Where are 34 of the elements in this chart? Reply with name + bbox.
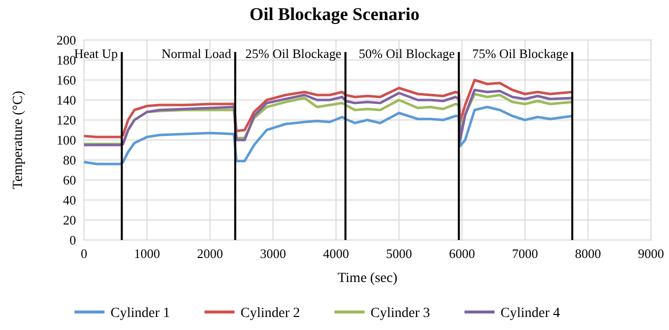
line-series <box>82 106 574 166</box>
y-tick-label: 140 <box>56 92 76 108</box>
x-tick-label: 6000 <box>449 246 475 261</box>
y-tick-label: 40 <box>63 192 76 208</box>
y-tick-label: 0 <box>70 232 76 248</box>
legend-label: Cylinder 2 <box>240 306 300 321</box>
x-tick-label: 9000 <box>638 246 664 261</box>
chart-title: Oil Blockage Scenario <box>250 4 420 24</box>
ref-line-label: 75% Oil Blockage <box>472 46 568 61</box>
x-tick-label: 0 <box>80 246 88 261</box>
ref-line-label: 25% Oil Blockage <box>245 46 342 61</box>
x-tick-label: 7000 <box>512 246 538 261</box>
y-tick-label: 20 <box>63 212 76 228</box>
y-tick-label: 120 <box>56 112 76 128</box>
ref-line-label: Heat Up <box>74 46 118 61</box>
x-tick-label: 2000 <box>197 246 223 261</box>
y-tick-label: 80 <box>63 152 76 168</box>
legend-label: Cylinder 1 <box>110 306 170 321</box>
x-tick-label: 8000 <box>575 246 601 261</box>
x-tick-label: 4000 <box>323 246 349 261</box>
legend-label: Cylinder 3 <box>370 306 430 321</box>
y-tick-label: 160 <box>56 72 76 88</box>
y-tick-label: 60 <box>63 172 76 188</box>
ref-line-label: Normal Load <box>162 46 232 61</box>
y-tick-label: 100 <box>56 132 76 148</box>
x-tick-label: 1000 <box>134 246 160 261</box>
y-tick-label: 180 <box>56 52 76 68</box>
x-tick-label: 5000 <box>386 246 412 261</box>
legend-label: Cylinder 4 <box>500 306 560 321</box>
x-tick-label: 3000 <box>260 246 286 261</box>
ref-line-label: 50% Oil Blockage <box>358 46 456 61</box>
y-tick-label: 200 <box>56 32 76 48</box>
y-axis-title: Temperature (°C) <box>11 90 26 190</box>
x-axis-title: Time (sec) <box>338 271 398 286</box>
